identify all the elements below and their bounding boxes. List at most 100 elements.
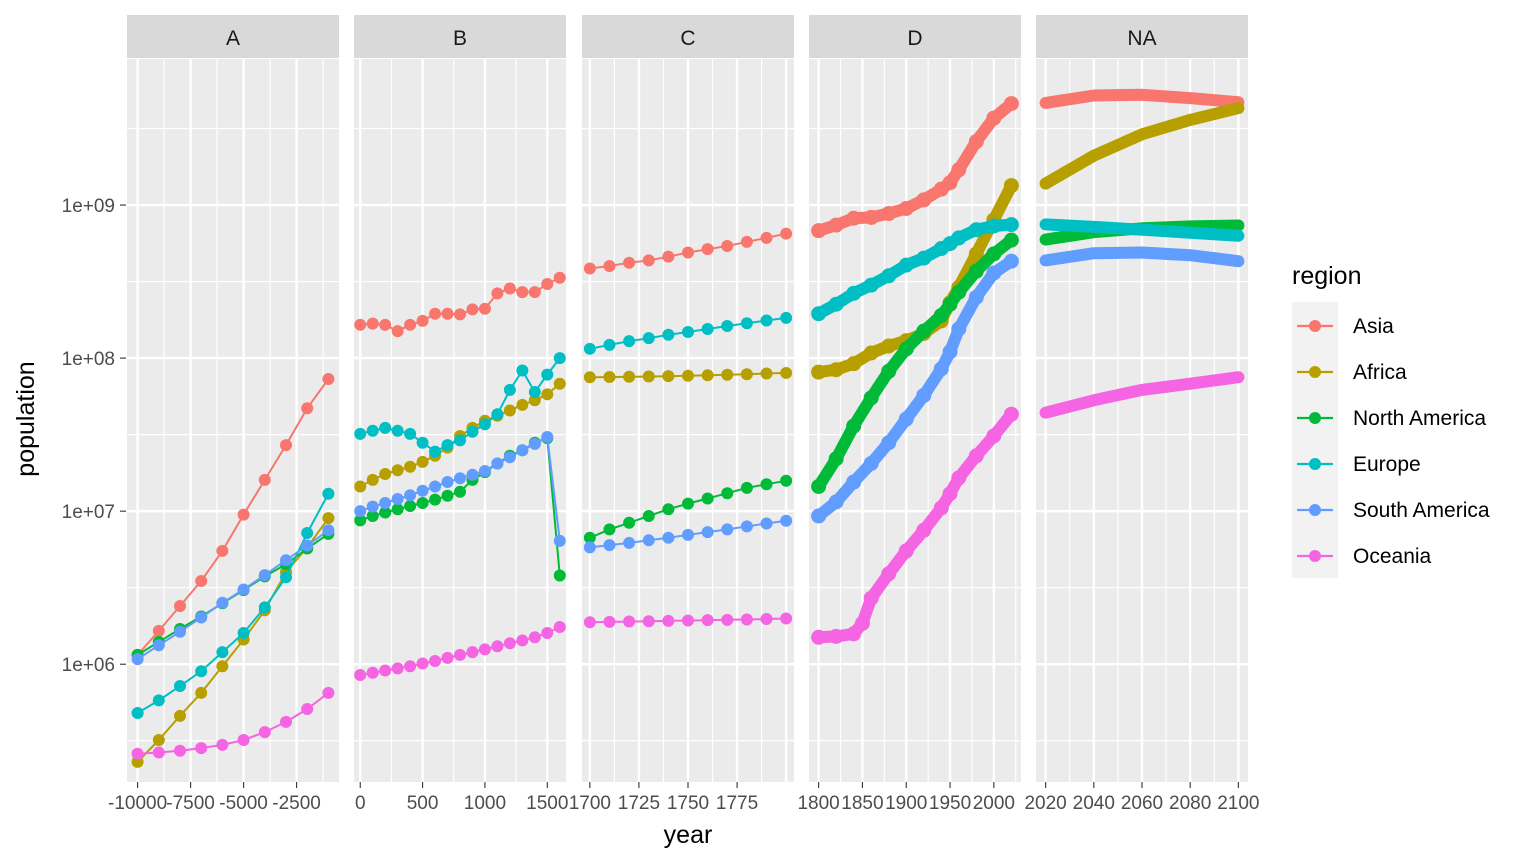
legend-item-oceania: Oceania xyxy=(1297,545,1432,568)
data-point-oceania xyxy=(811,629,827,645)
data-point-asia xyxy=(516,286,529,299)
data-point-south-america xyxy=(404,489,417,502)
data-point-south-america xyxy=(174,625,186,638)
data-point-europe xyxy=(322,487,335,500)
legend-key-point xyxy=(1309,412,1321,424)
legend-key-point xyxy=(1309,366,1321,378)
data-point-north-america xyxy=(811,478,827,494)
series-group xyxy=(583,227,793,629)
x-tick-label: -10000 xyxy=(108,793,167,814)
data-point-europe xyxy=(951,230,967,246)
data-point-oceania xyxy=(642,615,655,628)
data-point-europe xyxy=(195,665,208,678)
data-point-europe xyxy=(454,434,466,447)
data-point-oceania xyxy=(863,590,879,606)
legend-item-north-america: North America xyxy=(1297,407,1486,430)
data-point-south-america xyxy=(416,484,429,497)
data-point-oceania xyxy=(131,747,144,760)
data-point-south-america xyxy=(541,431,554,444)
data-point-south-america xyxy=(881,435,897,451)
data-point-europe xyxy=(416,436,429,449)
data-point-africa xyxy=(642,370,655,383)
data-point-asia xyxy=(898,200,914,216)
data-point-north-america xyxy=(682,497,694,510)
data-point-asia xyxy=(404,318,417,331)
data-point-asia xyxy=(863,209,879,225)
data-point-europe xyxy=(466,425,479,438)
x-tick-label: -5000 xyxy=(219,793,268,814)
data-point-asia xyxy=(416,314,429,327)
x-axis-title: year xyxy=(664,821,713,849)
series-line-europe xyxy=(136,492,330,714)
data-point-africa xyxy=(152,733,165,746)
legend-item-label: South America xyxy=(1353,499,1490,522)
x-tick-label: 1750 xyxy=(667,793,709,814)
data-point-oceania xyxy=(516,634,529,647)
data-point-oceania xyxy=(583,616,596,629)
data-point-south-america xyxy=(623,536,636,549)
data-point-north-america xyxy=(721,487,734,500)
facet-panel-na: NA xyxy=(1036,15,1248,782)
data-point-europe xyxy=(528,386,541,399)
facet-strip xyxy=(582,15,794,58)
data-point-oceania xyxy=(258,726,271,739)
facet-strip xyxy=(1036,15,1248,58)
data-point-oceania xyxy=(1003,406,1019,422)
data-point-africa xyxy=(780,366,793,379)
data-point-oceania xyxy=(682,614,694,627)
data-point-south-america xyxy=(583,541,596,554)
data-point-oceania xyxy=(846,626,862,642)
data-point-europe xyxy=(429,445,442,458)
facet-panel-b: B xyxy=(354,15,566,782)
data-point-asia xyxy=(528,286,541,299)
data-point-north-america xyxy=(429,493,442,506)
x-tick-label: 1950 xyxy=(929,793,971,814)
data-point-europe xyxy=(258,601,271,614)
data-point-south-america xyxy=(553,534,566,547)
data-point-south-america xyxy=(968,289,984,305)
data-point-north-america xyxy=(760,478,773,491)
data-point-south-america xyxy=(503,451,516,464)
data-point-oceania xyxy=(528,631,541,644)
legend-item-label: North America xyxy=(1353,407,1486,430)
data-point-north-america xyxy=(553,569,566,582)
x-tick-label: 1700 xyxy=(569,793,611,814)
data-point-africa xyxy=(968,246,984,262)
data-point-asia xyxy=(701,243,714,256)
data-point-north-america xyxy=(863,390,879,406)
data-point-north-america xyxy=(740,481,753,494)
data-point-asia xyxy=(541,277,554,290)
data-point-europe xyxy=(131,707,144,720)
data-point-north-america xyxy=(354,514,367,527)
data-point-europe xyxy=(553,352,566,365)
data-point-south-america xyxy=(152,639,165,652)
legend-background xyxy=(1292,302,1338,578)
data-point-oceania xyxy=(491,640,504,653)
data-point-oceania xyxy=(881,566,897,582)
legend: region Asia Africa North America Europe Sout… xyxy=(1292,262,1490,578)
data-point-south-america xyxy=(951,321,967,337)
data-point-europe xyxy=(811,306,827,322)
data-point-oceania xyxy=(174,744,186,757)
data-point-south-america xyxy=(379,497,392,510)
data-point-oceania xyxy=(986,428,1002,444)
data-point-europe xyxy=(642,332,655,345)
data-point-europe xyxy=(491,408,504,421)
data-point-north-america xyxy=(780,474,793,487)
data-point-africa xyxy=(516,398,529,411)
data-point-africa xyxy=(623,370,636,383)
data-point-oceania xyxy=(721,613,734,626)
data-point-europe xyxy=(404,427,417,440)
data-point-north-america xyxy=(942,296,958,312)
data-point-europe xyxy=(216,646,229,659)
data-point-europe xyxy=(441,439,454,452)
x-tick-label: 2020 xyxy=(1024,793,1066,814)
data-point-africa xyxy=(583,371,596,384)
data-point-south-america xyxy=(933,361,949,377)
data-point-asia xyxy=(379,318,392,331)
data-point-africa xyxy=(216,660,229,673)
facet-strip xyxy=(354,15,566,58)
data-point-south-america xyxy=(216,596,229,609)
data-point-oceania xyxy=(441,651,454,664)
data-point-oceania xyxy=(404,660,417,673)
